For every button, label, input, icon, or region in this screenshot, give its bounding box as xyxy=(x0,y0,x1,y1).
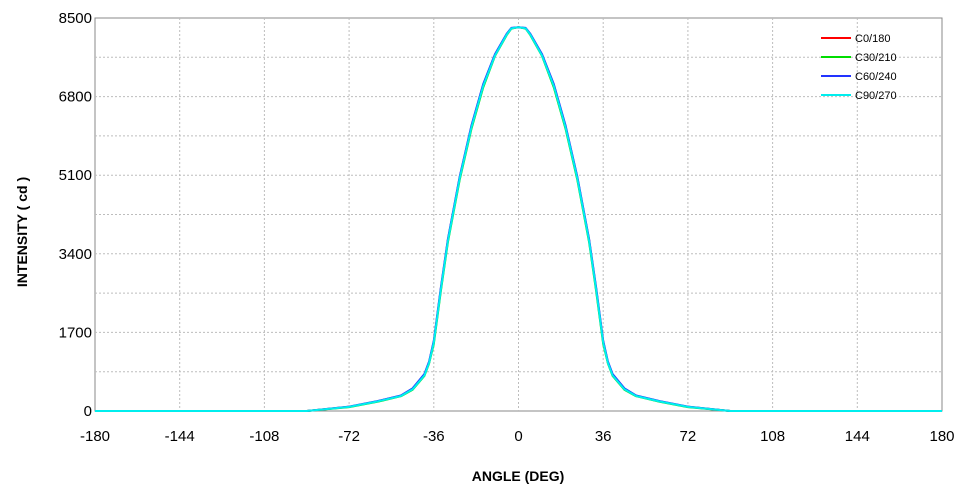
x-tick-label: 36 xyxy=(595,428,612,445)
y-tick-label: 8500 xyxy=(59,10,92,27)
y-tick-label: 0 xyxy=(84,403,92,420)
x-tick-label: -36 xyxy=(423,428,445,445)
y-tick-label: 3400 xyxy=(59,246,92,263)
y-tick-labels: 0 1700 3400 5100 6800 8500 xyxy=(59,10,92,420)
y-tick-label: 6800 xyxy=(59,89,92,106)
y-tick-label: 1700 xyxy=(59,324,92,341)
legend-label-2: C60/240 xyxy=(855,71,897,83)
series-line-3 xyxy=(95,26,942,412)
x-tick-label: 108 xyxy=(760,428,785,445)
x-tick-label: 0 xyxy=(514,428,522,445)
series-lines xyxy=(95,26,942,412)
legend-label-0: C0/180 xyxy=(855,33,890,45)
x-tick-label: -180 xyxy=(80,428,110,445)
x-tick-label: 144 xyxy=(845,428,870,445)
legend-label-3: C90/270 xyxy=(855,90,897,102)
grid xyxy=(95,18,942,411)
x-tick-label: 72 xyxy=(680,428,697,445)
y-tick-label: 5100 xyxy=(59,167,92,184)
legend-label-1: C30/210 xyxy=(855,52,897,64)
x-tick-labels: -180 -144 -108 -72 -36 0 36 72 108 144 180 xyxy=(80,428,955,445)
x-tick-label: -108 xyxy=(249,428,279,445)
x-tick-label: -144 xyxy=(165,428,195,445)
x-axis-label: ANGLE (DEG) xyxy=(472,468,565,484)
x-tick-label: 180 xyxy=(929,428,954,445)
y-axis-label: INTENSITY ( cd ) xyxy=(14,177,30,287)
legend: C0/180 C30/210 C60/240 C90/270 xyxy=(821,33,897,102)
x-tick-label: -72 xyxy=(338,428,360,445)
